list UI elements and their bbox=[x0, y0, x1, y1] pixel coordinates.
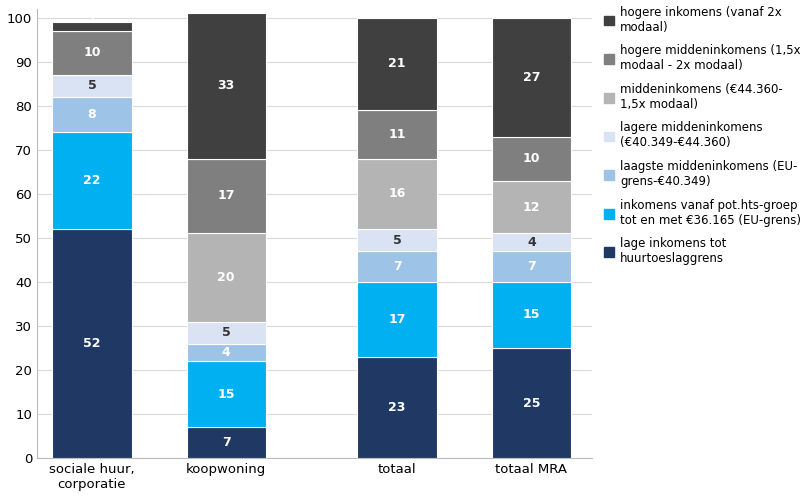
Bar bbox=[492, 251, 571, 282]
Bar bbox=[492, 181, 571, 234]
Text: 27: 27 bbox=[523, 71, 540, 84]
Bar bbox=[358, 229, 437, 251]
Bar bbox=[492, 136, 571, 181]
Text: 33: 33 bbox=[218, 79, 235, 92]
Bar bbox=[53, 22, 132, 31]
Bar bbox=[492, 348, 571, 458]
Text: 25: 25 bbox=[523, 396, 540, 410]
Text: 7: 7 bbox=[222, 436, 231, 449]
Text: 11: 11 bbox=[388, 128, 406, 141]
Text: 21: 21 bbox=[388, 57, 406, 70]
Text: 7: 7 bbox=[392, 260, 401, 273]
Bar bbox=[492, 17, 571, 136]
Bar bbox=[358, 251, 437, 282]
Text: 17: 17 bbox=[218, 190, 235, 203]
Bar bbox=[187, 427, 266, 458]
Bar bbox=[492, 234, 571, 251]
Bar bbox=[187, 361, 266, 427]
Text: 12: 12 bbox=[523, 201, 540, 214]
Bar bbox=[53, 75, 132, 97]
Bar bbox=[358, 110, 437, 158]
Bar bbox=[358, 282, 437, 357]
Text: 20: 20 bbox=[218, 271, 235, 284]
Bar bbox=[358, 17, 437, 110]
Text: 1: 1 bbox=[89, 15, 95, 25]
Text: 4: 4 bbox=[222, 346, 231, 359]
Bar bbox=[187, 322, 266, 344]
Text: 5: 5 bbox=[222, 326, 231, 339]
Bar bbox=[492, 282, 571, 348]
Text: 23: 23 bbox=[388, 401, 406, 414]
Text: 8: 8 bbox=[87, 108, 96, 121]
Text: 16: 16 bbox=[388, 187, 406, 200]
Text: 15: 15 bbox=[218, 388, 235, 401]
Bar bbox=[187, 344, 266, 361]
Bar bbox=[187, 234, 266, 322]
Text: 7: 7 bbox=[527, 260, 536, 273]
Bar bbox=[53, 229, 132, 458]
Bar bbox=[358, 158, 437, 229]
Bar bbox=[187, 13, 266, 158]
Text: 4: 4 bbox=[527, 236, 536, 249]
Text: 10: 10 bbox=[523, 152, 540, 165]
Text: 5: 5 bbox=[392, 234, 401, 247]
Text: 17: 17 bbox=[388, 313, 406, 326]
Bar bbox=[53, 132, 132, 229]
Text: 22: 22 bbox=[83, 174, 101, 187]
Bar bbox=[53, 97, 132, 132]
Text: 52: 52 bbox=[83, 337, 101, 350]
Bar bbox=[358, 357, 437, 458]
Text: 15: 15 bbox=[523, 308, 540, 322]
Text: 10: 10 bbox=[83, 46, 101, 59]
Text: 5: 5 bbox=[87, 79, 96, 92]
Legend: hogere inkomens (vanaf 2x
modaal), hogere middeninkomens (1,5x
modaal - 2x modaa: hogere inkomens (vanaf 2x modaal), hoger… bbox=[604, 5, 802, 265]
Bar bbox=[53, 31, 132, 75]
Bar bbox=[187, 158, 266, 234]
